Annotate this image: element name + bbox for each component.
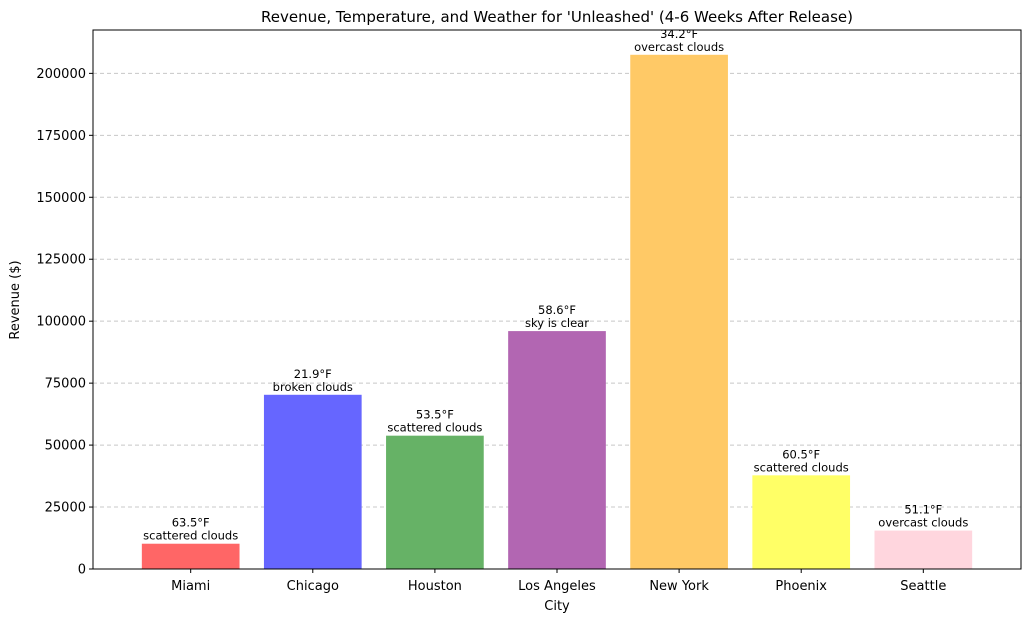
x-tick-label: New York	[649, 579, 709, 594]
bar-phoenix	[752, 475, 851, 569]
x-axis-label: City	[544, 599, 570, 614]
x-tick-label: Los Angeles	[518, 579, 596, 594]
y-tick-label: 75000	[45, 377, 86, 392]
bar-weather-label: sky is clear	[525, 316, 589, 330]
bars	[141, 54, 973, 569]
bar-miami	[141, 543, 240, 569]
bar-weather-label: scattered clouds	[143, 529, 238, 543]
bar-temperature-label: 63.5°F	[172, 516, 210, 530]
x-tick-label: Seattle	[900, 579, 946, 594]
bar-temperature-label: 51.1°F	[904, 503, 942, 517]
bar-temperature-label: 60.5°F	[782, 447, 820, 461]
x-tick-label: Phoenix	[775, 579, 827, 594]
y-tick-label: 125000	[36, 253, 86, 268]
bar-weather-label: overcast clouds	[878, 516, 968, 530]
x-tick-label: Miami	[171, 579, 210, 594]
y-tick-label: 100000	[36, 315, 86, 330]
y-tick-label: 25000	[45, 501, 86, 516]
bar-temperature-label: 21.9°F	[294, 367, 332, 381]
bar-temperature-label: 34.2°F	[660, 27, 698, 41]
bar-los-angeles	[508, 331, 606, 569]
bar-weather-label: overcast clouds	[634, 40, 724, 54]
x-tick-label: Chicago	[287, 579, 339, 594]
bar-new-york	[630, 54, 728, 569]
y-tick-label: 150000	[36, 191, 86, 206]
axes: 0 25000 50000 75000 100000 125000 150000 175000…	[36, 29, 1022, 594]
bar-chicago	[263, 394, 362, 569]
bar-temperature-label: 58.6°F	[538, 303, 576, 317]
x-tick-label: Houston	[408, 579, 462, 594]
bar-weather-label: scattered clouds	[754, 460, 849, 474]
bar-seattle	[874, 530, 973, 569]
y-tick-label: 0	[78, 563, 86, 578]
bar-weather-label: broken clouds	[273, 380, 353, 394]
plot-frame	[92, 29, 1022, 570]
chart-title: Revenue, Temperature, and Weather for 'U…	[261, 8, 853, 26]
y-tick-label: 50000	[45, 439, 86, 454]
y-tick-label: 175000	[36, 129, 86, 144]
bar-weather-label: scattered clouds	[387, 421, 482, 435]
y-axis-label: Revenue ($)	[8, 260, 23, 339]
bar-temperature-label: 53.5°F	[416, 408, 454, 422]
y-tick-label: 200000	[36, 67, 86, 82]
bar-houston	[386, 435, 484, 569]
